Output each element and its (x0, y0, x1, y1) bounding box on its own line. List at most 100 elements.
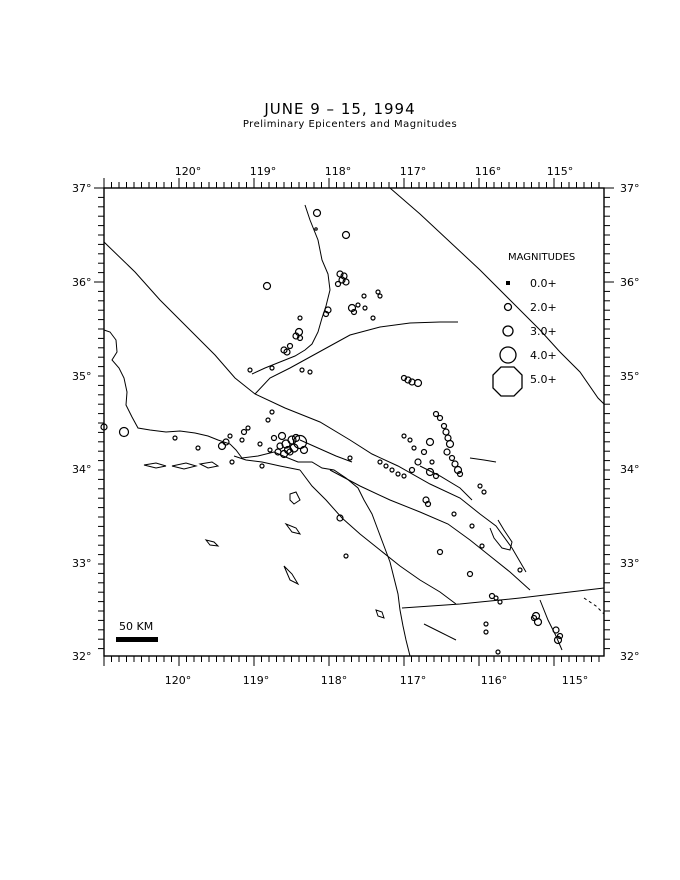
fault-line (251, 204, 331, 375)
lon-label-top: 116° (475, 165, 502, 178)
island-outline (289, 491, 301, 505)
epicenter-marker (448, 454, 456, 462)
epicenter-marker (483, 629, 489, 635)
map-frame (103, 187, 605, 657)
lat-label-left: 36° (72, 276, 92, 289)
epicenter-marker (556, 632, 564, 640)
epicenter-marker (432, 410, 440, 418)
epicenter-marker (440, 422, 448, 430)
legend-symbol (506, 281, 510, 285)
lat-label-left: 33° (72, 557, 92, 570)
longitude-labels-bottom: 120° 119° 118° 117° 116° 115° (165, 674, 589, 687)
legend-symbol (492, 366, 523, 397)
lat-label-left: 35° (72, 370, 92, 383)
epicenter-marker (414, 458, 422, 466)
epicenter-marker (334, 280, 342, 288)
epicenter-marker (265, 417, 271, 423)
epicenter-marker (375, 289, 381, 295)
lon-label-bottom: 116° (481, 674, 508, 687)
epicenter-marker (336, 270, 344, 278)
epicenter-marker (299, 445, 309, 455)
fault-line (423, 623, 457, 641)
epicenter-marker (517, 567, 523, 573)
lon-label-top: 117° (400, 165, 427, 178)
epicenter-marker (425, 437, 435, 447)
epicenter-marker (195, 445, 201, 451)
epicenter-marker (343, 553, 349, 559)
fault-line (299, 439, 353, 463)
legend-symbol (499, 346, 517, 364)
epicenter-marker (469, 523, 475, 529)
epicenter-marker (442, 428, 450, 436)
legend-label: 4.0+ (530, 349, 557, 362)
epicenter-marker (400, 374, 408, 382)
epicenter-marker (361, 293, 367, 299)
epicenter-marker (477, 483, 483, 489)
coastline (489, 519, 513, 551)
island-outline (198, 461, 220, 469)
epicenter-marker (314, 227, 318, 231)
legend-label: 5.0+ (530, 373, 557, 386)
epicenter-marker (259, 463, 265, 469)
epicenter-marker (229, 459, 235, 465)
epicenter-marker (377, 459, 383, 465)
epicenter-marker (239, 437, 245, 443)
epicenter-marker (451, 460, 459, 468)
coastline (103, 329, 411, 657)
epicenter-marker (533, 617, 543, 627)
epicenter-marker (401, 433, 407, 439)
magnitude-legend: MAGNITUDES 0.0+ 2.0+ 3.0+ 4.0+ 5.0+ (492, 252, 575, 397)
epicenter-marker (445, 439, 455, 449)
latitude-labels-right: 37° 36° 35° 34° 33° 32° (620, 182, 640, 663)
epicenter-marker (401, 473, 407, 479)
epicenter-marker (377, 293, 383, 299)
epicenter-marker (100, 423, 108, 431)
epicenter-marker (497, 599, 503, 605)
epicenter-marker (408, 466, 416, 474)
coastline (539, 599, 563, 651)
epicenter-marker (420, 448, 428, 456)
epicenter-marker (322, 310, 330, 318)
epicenter-marker (269, 365, 275, 371)
epicenter-marker (312, 208, 322, 218)
epicenter-marker (338, 276, 346, 284)
epicenter-marker (342, 278, 350, 286)
fault-line (419, 465, 473, 501)
lat-label-right: 37° (620, 182, 640, 195)
legend-label: 2.0+ (530, 301, 557, 314)
epicenter-marker (370, 315, 376, 321)
epicenter-marker (493, 595, 499, 601)
map-subtitle: Preliminary Epicenters and Magnitudes (242, 119, 458, 130)
epicenter-marker (283, 348, 291, 356)
epicenter-marker (479, 543, 485, 549)
legend-symbol (503, 302, 513, 312)
epicenter-marker (245, 425, 251, 431)
epicenter-marker (297, 315, 303, 321)
lat-label-right: 34° (620, 463, 640, 476)
legend-symbol (502, 325, 514, 337)
fault-line (389, 187, 605, 405)
fault-line (329, 469, 531, 591)
frame-ticks (94, 178, 614, 666)
epicenter-marker (227, 433, 233, 439)
epicenter-marker (355, 302, 361, 308)
fault-line (469, 457, 497, 463)
epicenter-marker (395, 471, 401, 477)
epicenter-marker (407, 437, 413, 443)
epicenter-marker (286, 448, 294, 456)
border-line (401, 587, 605, 609)
epicenter-marker (466, 570, 474, 578)
lon-label-bottom: 115° (562, 674, 589, 687)
lon-label-bottom: 118° (321, 674, 348, 687)
epicenter-marker (240, 428, 248, 436)
epicenter-marker (341, 230, 351, 240)
island-outline (204, 539, 220, 547)
scale-bar: 50 KM (116, 620, 158, 642)
island-outline (283, 565, 300, 586)
island-outline (375, 609, 385, 619)
lon-label-bottom: 120° (165, 674, 192, 687)
lon-label-top: 115° (547, 165, 574, 178)
epicenter-marker (296, 334, 304, 342)
epicenter-marker (307, 369, 313, 375)
